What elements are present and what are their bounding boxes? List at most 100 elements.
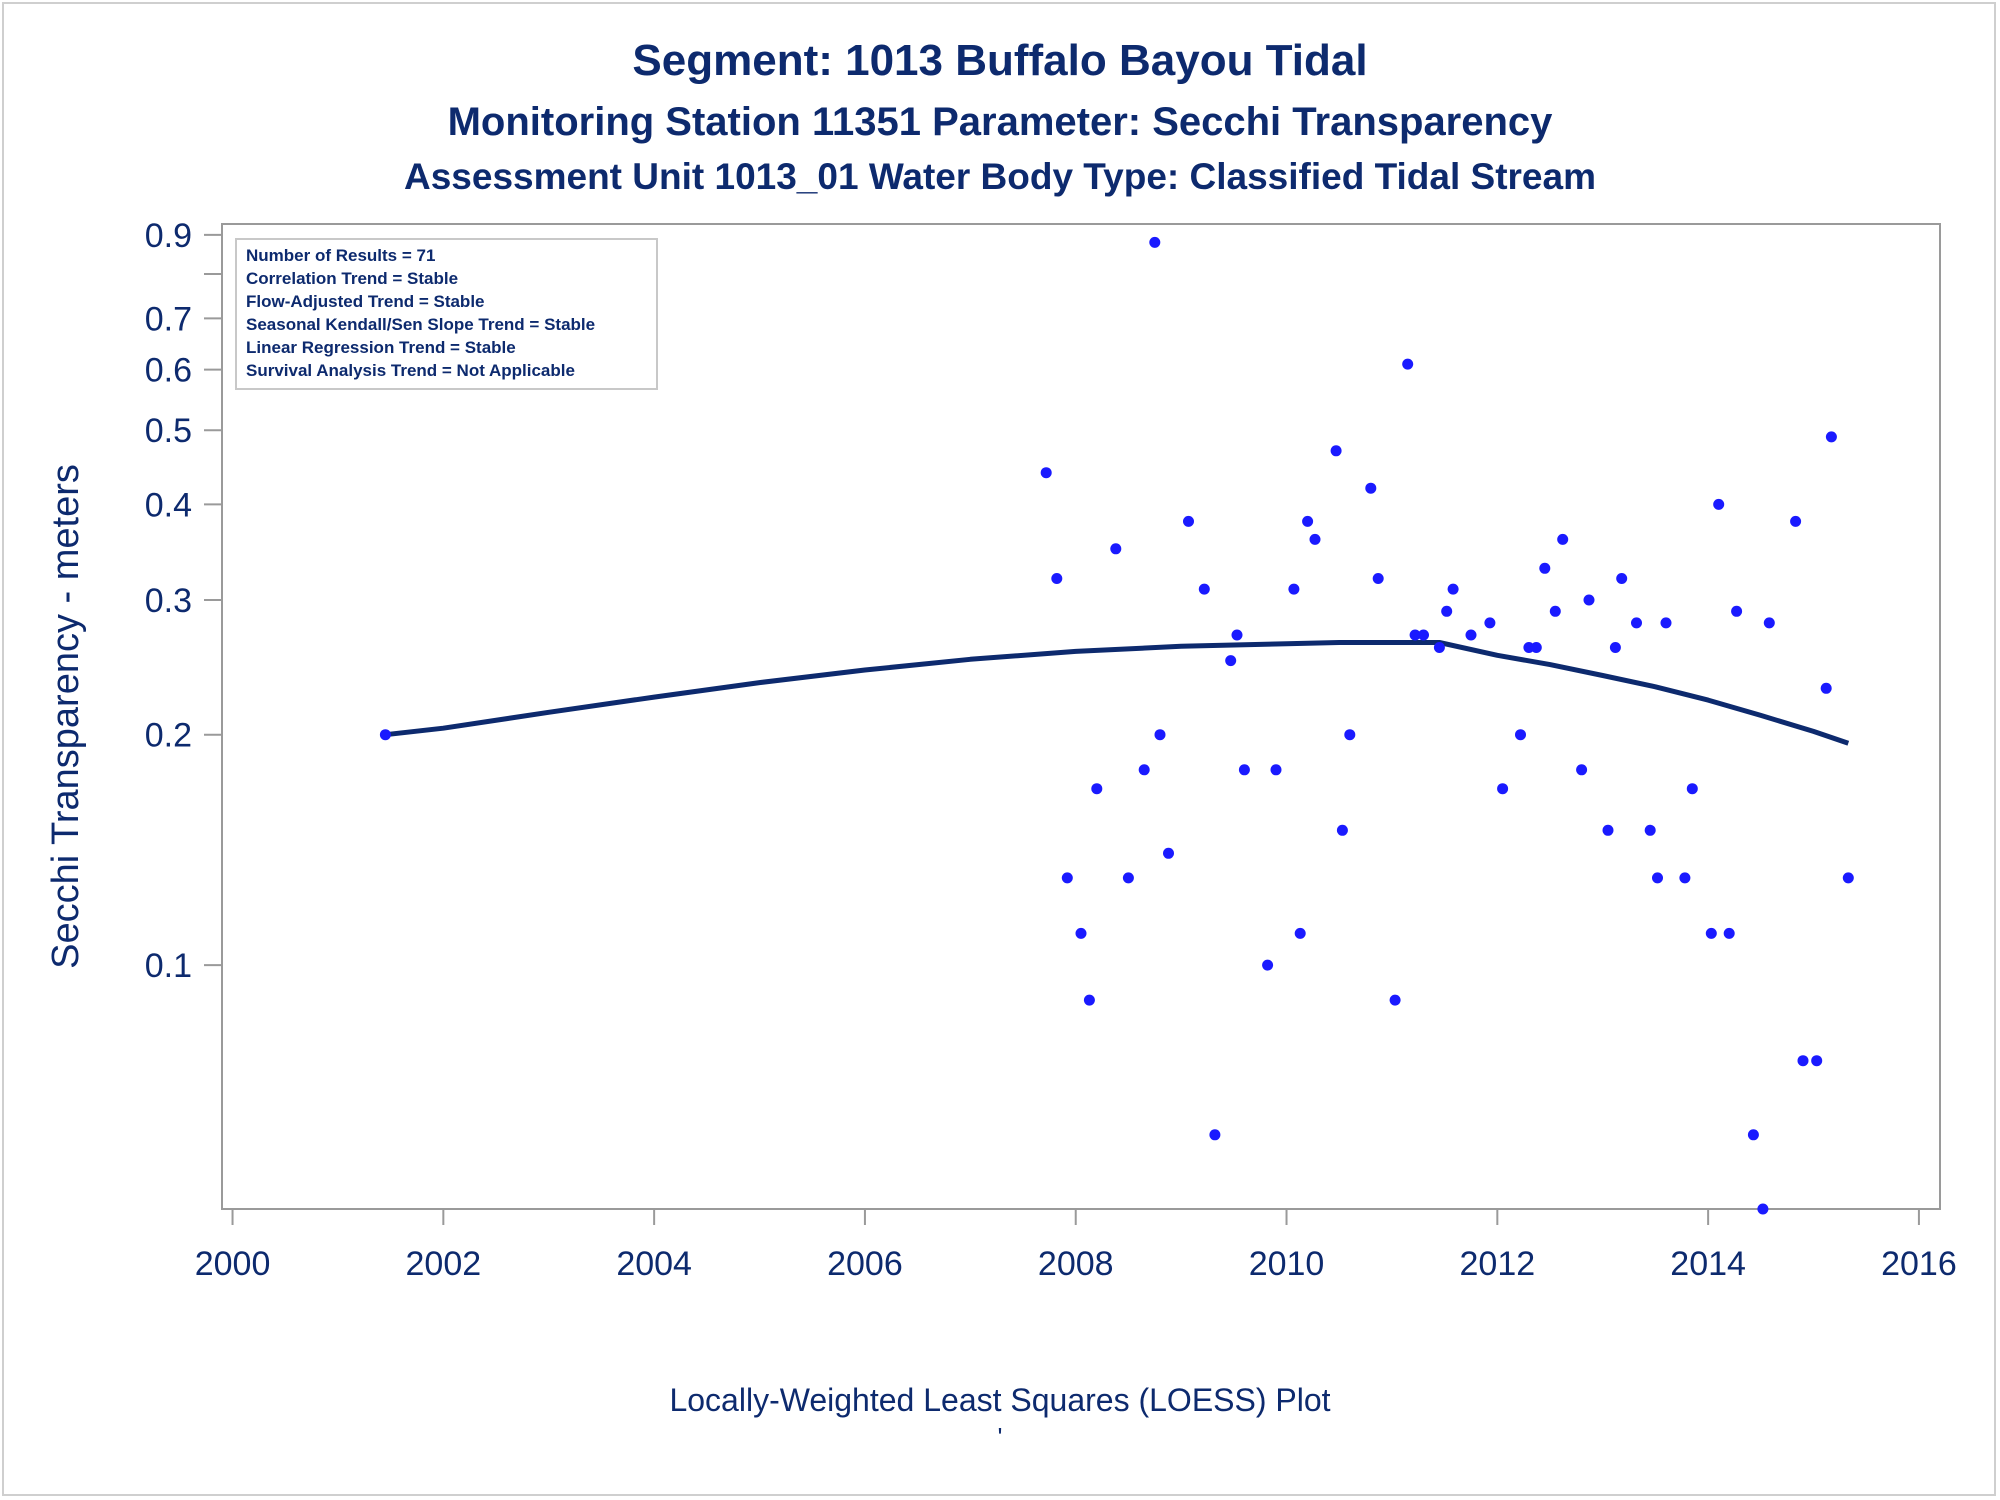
data-point: [1790, 515, 1802, 527]
data-point: [1631, 617, 1642, 629]
x-tick-label: 2002: [406, 1245, 482, 1283]
data-point: [1225, 655, 1237, 667]
x-tick-label: 2014: [1670, 1245, 1746, 1283]
data-point: [1530, 642, 1542, 653]
chart-subtitle-2: Assessment Unit 1013_01 Water Body Type:…: [404, 156, 1596, 197]
y-tick-label: 0.3: [145, 582, 192, 620]
data-point: [1757, 1203, 1769, 1215]
chart-title: Segment: 1013 Buffalo Bayou Tidal: [632, 36, 1368, 85]
data-point: [1515, 729, 1526, 741]
data-point: [1418, 629, 1429, 641]
x-tick-label: 2016: [1881, 1245, 1957, 1283]
data-point: [1336, 824, 1348, 836]
data-point: [1061, 872, 1073, 884]
data-point: [1344, 729, 1356, 741]
data-point: [1402, 358, 1414, 370]
data-point: [1576, 764, 1588, 776]
data-point: [1497, 783, 1509, 795]
chart-subtitle: Monitoring Station 11351 Parameter: Secc…: [447, 100, 1553, 144]
stats-box-frame: [235, 238, 658, 390]
data-point: [1616, 573, 1628, 584]
loess-line: [385, 640, 1850, 746]
data-point: [1731, 605, 1743, 617]
data-point: [1644, 824, 1656, 836]
data-point: [1441, 605, 1453, 617]
data-point: [1825, 431, 1837, 443]
stats-line: Survival Analysis Trend = Not Applicable: [246, 361, 575, 380]
x-tick-label: 2010: [1249, 1245, 1325, 1283]
y-tick-label: 0.4: [145, 486, 192, 524]
y-tick-label: 0.1: [145, 947, 192, 985]
data-point: [1686, 783, 1698, 795]
data-point: [1040, 467, 1052, 479]
data-point: [1389, 994, 1401, 1006]
y-tick-label: 0.6: [145, 352, 192, 390]
y-tick-label: 0.7: [145, 300, 192, 338]
x-tick-label: 2000: [195, 1245, 271, 1283]
data-point: [1183, 515, 1194, 527]
data-point: [1723, 927, 1735, 939]
x-tick-label: 2012: [1460, 1245, 1536, 1283]
data-point: [379, 729, 391, 741]
data-point: [1433, 642, 1445, 653]
data-point: [1842, 872, 1854, 884]
x-axis: 2000 2002 2004 2006 2008 2010 2012 2014 2016: [195, 1209, 1957, 1283]
data-point: [1820, 682, 1832, 694]
data-point: [1484, 617, 1496, 629]
data-point: [1262, 959, 1274, 971]
y-axis: 0.1 0.2 0.3 0.4 0.5 0.6 0.7 0.9: [145, 217, 222, 985]
x-tick-label: 2006: [827, 1245, 903, 1283]
data-point: [1539, 562, 1551, 574]
data-point: [1747, 1129, 1759, 1141]
plot-caption: Locally-Weighted Least Squares (LOESS) P…: [669, 1382, 1331, 1418]
y-axis-label: Secchi Transparency - meters: [45, 464, 87, 969]
x-tick-label: 2004: [616, 1245, 692, 1283]
data-point: [1294, 927, 1306, 939]
data-point: [1763, 617, 1775, 629]
y-tick-label: 0.9: [145, 217, 192, 255]
stats-line: Seasonal Kendall/Sen Slope Trend = Stabl…: [246, 315, 595, 334]
data-point: [1083, 994, 1095, 1006]
data-point: [1122, 872, 1134, 884]
y-tick-label: 0.5: [145, 412, 192, 450]
data-point: [1549, 605, 1561, 617]
data-point: [1198, 583, 1210, 595]
data-point: [1679, 872, 1691, 884]
stats-box: Number of Results = 71 Correlation Trend …: [235, 238, 658, 390]
data-point: [1138, 764, 1150, 776]
data-marks: [379, 236, 1854, 1215]
data-point: [1447, 583, 1459, 595]
data-point: [1110, 543, 1122, 555]
data-point: [1163, 847, 1174, 859]
data-point: [1365, 482, 1377, 494]
data-point: [1302, 515, 1314, 527]
data-point: [1811, 1055, 1823, 1067]
stats-line: Number of Results = 71: [246, 246, 435, 265]
data-point: [1091, 783, 1103, 795]
data-point: [1797, 1055, 1809, 1067]
data-point: [1660, 617, 1672, 629]
data-point: [1149, 236, 1161, 248]
data-point: [1330, 445, 1342, 457]
stats-line: Flow-Adjusted Trend = Stable: [246, 292, 485, 311]
data-point: [1409, 629, 1421, 641]
footer-mark: ': [997, 1422, 1003, 1452]
data-point: [1557, 533, 1569, 545]
x-tick-label: 2008: [1038, 1245, 1114, 1283]
data-point: [1372, 573, 1384, 584]
data-point: [1602, 824, 1614, 836]
data-point: [1583, 594, 1595, 606]
data-point: [1609, 642, 1621, 653]
data-point: [1051, 573, 1063, 584]
data-point: [1270, 764, 1282, 776]
data-point: [1288, 583, 1300, 595]
stats-line: Correlation Trend = Stable: [246, 269, 458, 288]
data-point: [1309, 533, 1321, 545]
data-point: [1705, 927, 1717, 939]
data-point: [1652, 872, 1663, 884]
data-point: [1238, 764, 1250, 776]
data-point: [1075, 927, 1087, 939]
plot-area: [221, 223, 1941, 1210]
y-tick-label: 0.2: [145, 717, 192, 755]
